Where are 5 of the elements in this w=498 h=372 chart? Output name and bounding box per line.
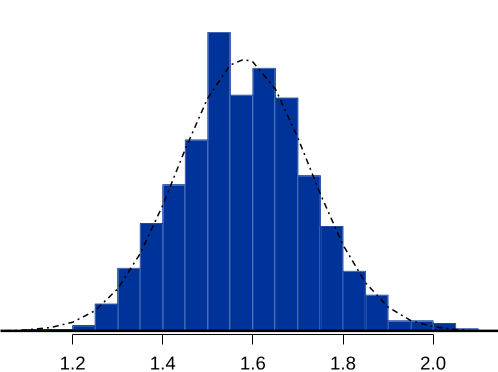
x-tick-label: 1.6 <box>240 352 266 372</box>
x-tick-label: 1.4 <box>150 352 176 372</box>
x-tick-label: 1.8 <box>330 352 356 372</box>
x-tick-label: 1.2 <box>60 352 86 372</box>
x-tick-label: 2.0 <box>420 352 446 372</box>
